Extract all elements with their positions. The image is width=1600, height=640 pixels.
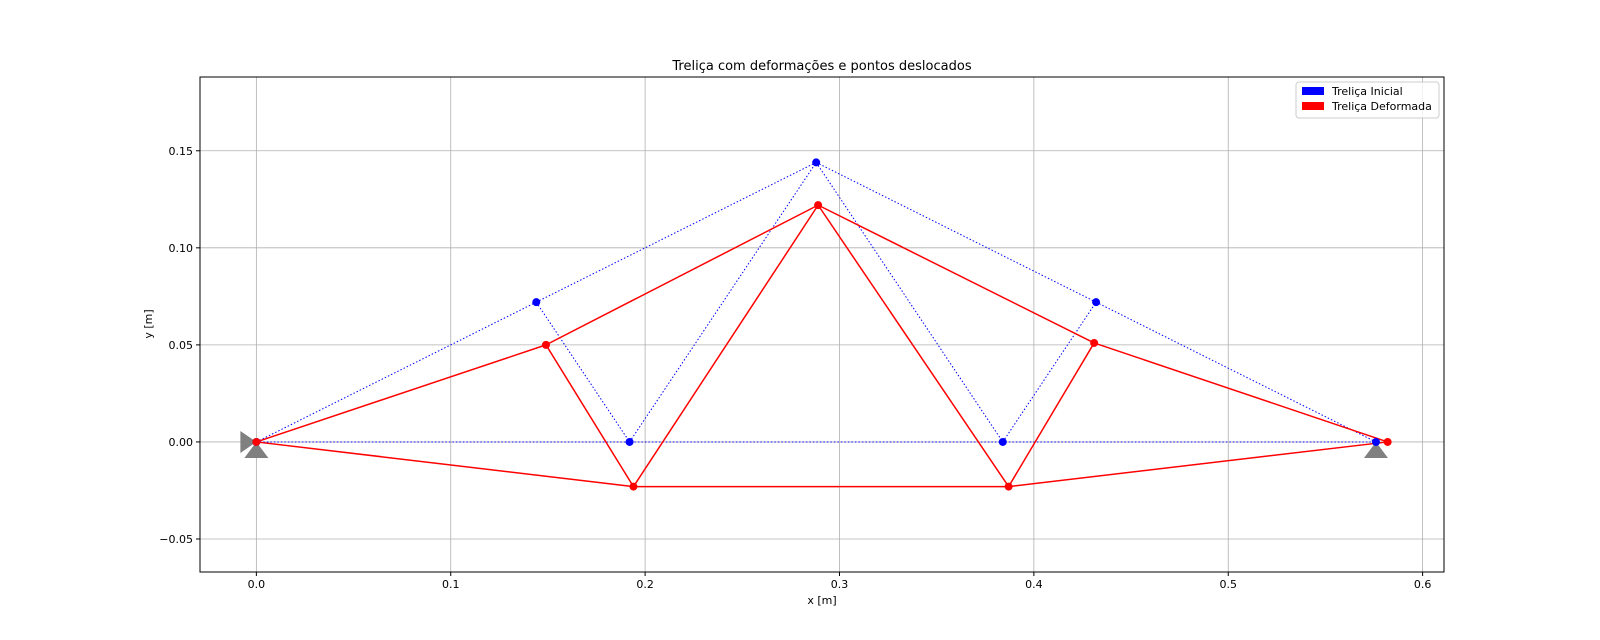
plot-data xyxy=(240,158,1392,491)
deformed-truss-member xyxy=(256,441,634,488)
initial-node-point xyxy=(625,437,634,446)
y-tick-label: −0.05 xyxy=(159,533,193,546)
deformed-truss-member xyxy=(545,344,635,487)
initial-node-point xyxy=(1371,437,1380,446)
plot-area xyxy=(200,77,1444,572)
deformed-node-point xyxy=(252,437,261,446)
deformed-truss-member xyxy=(1007,342,1095,487)
support-triangle xyxy=(244,441,269,458)
x-tick-label: 0.5 xyxy=(1219,578,1237,591)
deformed-node-point xyxy=(1383,437,1392,446)
x-tick-label: 0.4 xyxy=(1025,578,1043,591)
y-tick-label: 0.10 xyxy=(169,242,194,255)
initial-node-point xyxy=(532,298,541,307)
x-axis-label: x [m] xyxy=(807,594,836,607)
x-tick-label: 0.0 xyxy=(248,578,266,591)
initial-node-point xyxy=(1092,298,1101,307)
x-tick-label: 0.3 xyxy=(831,578,849,591)
legend-frame xyxy=(1295,81,1440,119)
legend-label-initial: Treliça Inicial xyxy=(1331,85,1403,98)
plot-frame xyxy=(199,76,1445,573)
x-tick-label: 0.1 xyxy=(442,578,460,591)
legend: Treliça Inicial Treliça Deformada xyxy=(1295,81,1440,119)
initial-node-point xyxy=(998,437,1007,446)
deformed-truss-member xyxy=(256,344,547,443)
deformed-truss-member xyxy=(632,204,819,487)
axis-ticks: 0.0 0.1 0.2 0.3 0.4 0.5 0.6 −0.05 0.00 0.05 0.10 0.… xyxy=(159,145,1431,591)
deformed-truss-member xyxy=(1093,342,1388,443)
initial-node-point xyxy=(812,158,821,167)
y-tick-label: 0.05 xyxy=(169,339,194,352)
deformed-truss-member xyxy=(817,204,1010,488)
legend-swatch-deformed xyxy=(1302,102,1324,110)
deformed-truss-member xyxy=(817,204,1095,344)
support-triangle xyxy=(1363,441,1388,458)
deformed-node-point xyxy=(629,482,638,491)
deformed-truss-member xyxy=(545,204,819,346)
x-tick-label: 0.2 xyxy=(636,578,654,591)
initial-truss-member xyxy=(1002,301,1097,443)
y-tick-label: 0.15 xyxy=(169,145,194,158)
chart-title: Treliça com deformações e pontos desloca… xyxy=(671,59,971,74)
deformed-node-point xyxy=(814,201,823,210)
legend-swatch-initial xyxy=(1302,87,1324,95)
deformed-truss-member xyxy=(1008,441,1388,488)
pin-support-triangle xyxy=(240,430,257,453)
y-tick-label: 0.00 xyxy=(169,436,194,449)
deformed-node-point xyxy=(541,340,550,349)
y-axis-label: y [m] xyxy=(142,309,155,338)
deformed-node-point xyxy=(1090,338,1099,347)
initial-truss-member xyxy=(629,162,817,443)
deformed-node-point xyxy=(1004,482,1013,491)
legend-label-deformed: Treliça Deformada xyxy=(1331,100,1432,113)
x-tick-label: 0.6 xyxy=(1414,578,1432,591)
initial-truss-member xyxy=(535,301,630,443)
initial-truss-member xyxy=(815,162,1004,443)
